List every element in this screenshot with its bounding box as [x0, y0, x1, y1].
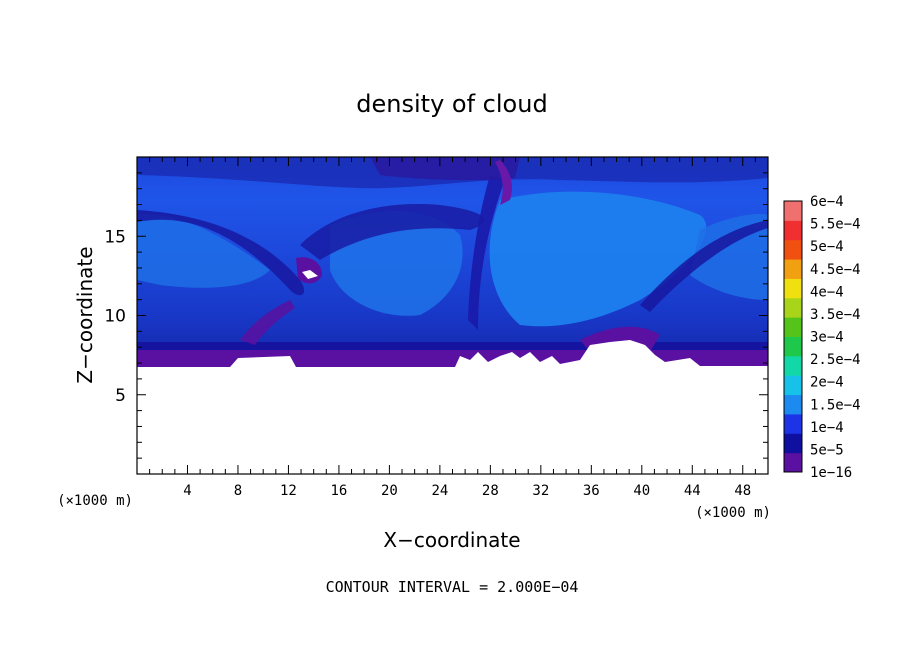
x-tick-label: 12 — [280, 483, 297, 499]
colorbar-swatch — [784, 220, 802, 241]
colorbar-label: 2e−4 — [810, 375, 844, 391]
y-axis-label: Z−coordinate — [73, 246, 97, 383]
colorbar-label: 4e−4 — [810, 284, 844, 300]
contour-interval: CONTOUR INTERVAL = 2.000E−04 — [326, 578, 579, 596]
colorbar-label: 3e−4 — [810, 330, 844, 346]
colorbar-swatch — [784, 336, 802, 357]
colorbar-label: 5.5e−4 — [810, 217, 861, 233]
colorbar-swatch — [784, 259, 802, 279]
x-tick-label: 16 — [330, 483, 347, 499]
chart-title: density of cloud — [356, 90, 547, 118]
y-tick-label: 10 — [104, 307, 126, 327]
colorbar-swatch — [784, 355, 802, 376]
colorbar-swatch — [784, 297, 802, 318]
y-axis: 5 10 15 — [104, 172, 768, 459]
x-tick-label: 40 — [633, 483, 650, 499]
y-tick-label: 5 — [115, 386, 126, 406]
y-tick-label: 15 — [104, 227, 126, 247]
colorbar-swatch — [784, 201, 802, 221]
colorbar-swatch — [784, 278, 802, 299]
x-tick-label: 24 — [431, 483, 448, 499]
x-tick-label: 28 — [482, 483, 499, 499]
colorbar-label: 4.5e−4 — [810, 262, 861, 278]
z-unit-label: (×1000 m) — [695, 505, 771, 521]
density-field — [137, 157, 768, 474]
colorbar-frame — [783, 200, 803, 473]
colorbar-swatch — [784, 239, 802, 260]
colorbar-label: 6e−4 — [810, 194, 844, 210]
x-tick-label: 8 — [234, 483, 242, 499]
colorbar: 1e−16 5e−5 1e−4 1.5e−4 2e−4 2.5e−4 3e−4 3.5e−4 4… — [783, 194, 861, 481]
colorbar-label: 5e−4 — [810, 239, 844, 255]
x-tick-label: 44 — [684, 483, 701, 499]
x-tick-label: 32 — [532, 483, 549, 499]
colorbar-swatch — [784, 413, 802, 434]
colorbar-label: 1e−16 — [810, 465, 852, 481]
x-tick-label: 4 — [183, 483, 191, 499]
colorbar-label: 5e−5 — [810, 442, 844, 458]
colorbar-swatch — [784, 452, 802, 473]
x-tick-label: 36 — [583, 483, 600, 499]
colorbar-label: 1.5e−4 — [810, 397, 861, 413]
x-axis: 4 8 12 16 20 24 28 32 36 40 44 48 — [149, 157, 756, 499]
x-tick-label: 48 — [734, 483, 751, 499]
x-axis-label: X−coordinate — [383, 528, 520, 552]
x-tick-label: 20 — [381, 483, 398, 499]
colorbar-swatch — [784, 317, 802, 337]
colorbar-swatch — [784, 433, 802, 454]
colorbar-label: 3.5e−4 — [810, 307, 861, 323]
colorbar-label: 1e−4 — [810, 420, 844, 436]
colorbar-swatch — [784, 394, 802, 415]
colorbar-swatch — [784, 375, 802, 396]
x-unit-label: (×1000 m) — [57, 493, 133, 509]
colorbar-label: 2.5e−4 — [810, 352, 861, 368]
